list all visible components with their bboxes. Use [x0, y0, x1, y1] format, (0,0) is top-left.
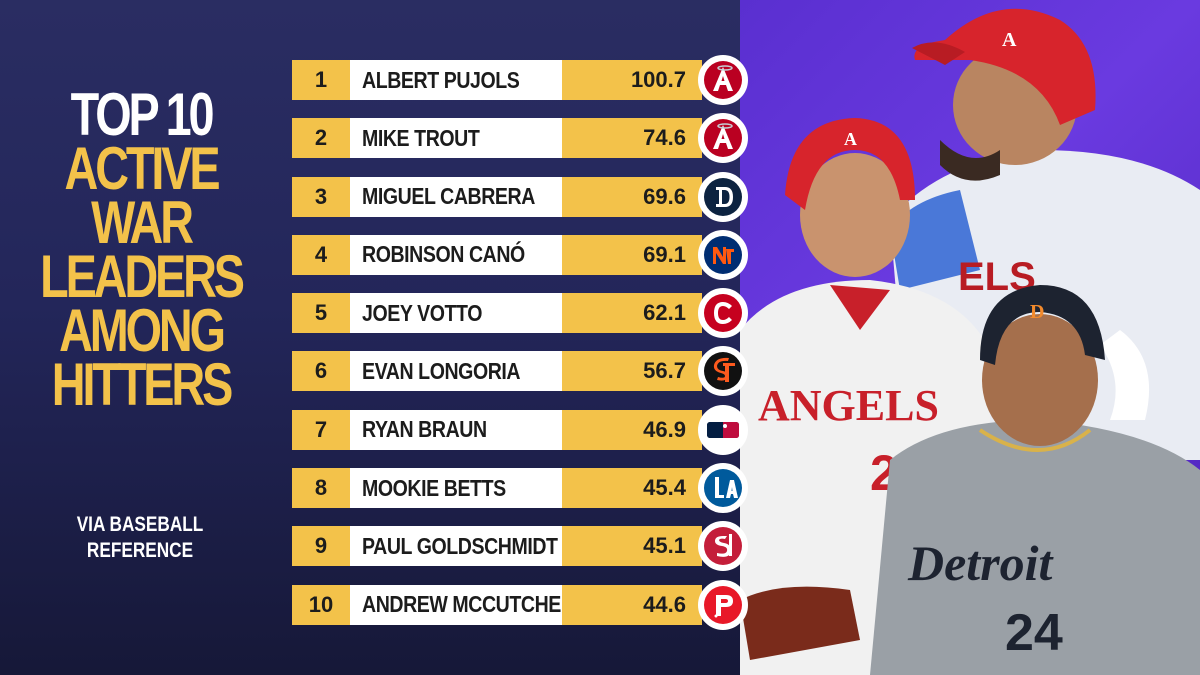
war-value-cell: 45.1 [562, 526, 702, 567]
svg-text:A: A [844, 129, 857, 149]
angels-logo-icon [698, 113, 748, 164]
leaderboard-row: 7 RYAN BRAUN 46.9 [292, 404, 757, 455]
phillies-logo-icon [698, 579, 748, 630]
dodgers-logo-icon [698, 463, 748, 514]
svg-text:ANGELS: ANGELS [758, 381, 939, 430]
players-illustration: A ELS A ANGELS 2 D Detroit 24 [740, 8, 1200, 675]
player-name-cell: ALBERT PUJOLS [350, 60, 562, 100]
leaderboard-row: 10 ANDREW MCCUTCHEN 44.6 [292, 579, 757, 630]
player-cabrera: D Detroit 24 [870, 285, 1200, 675]
player-name-cell: RYAN BRAUN [350, 409, 562, 450]
player-name: PAUL GOLDSCHMIDT [362, 532, 558, 559]
leaderboard: 1 ALBERT PUJOLS 100.7 2 MIKE TROUT 74.6 … [292, 55, 757, 643]
player-name-cell: MOOKIE BETTS [350, 468, 562, 509]
war-value-cell: 100.7 [562, 60, 702, 100]
player-name: ANDREW MCCUTCHEN [362, 591, 575, 618]
rank-cell: 10 [292, 584, 350, 625]
reds-logo-icon [698, 288, 748, 339]
leaderboard-row: 9 PAUL GOLDSCHMIDT 45.1 [292, 521, 757, 572]
rank-cell: 2 [292, 118, 350, 159]
leaderboard-row: 6 EVAN LONGORIA 56.7 [292, 346, 757, 397]
player-trout: A ANGELS 2 [740, 118, 990, 675]
rank-cell: 5 [292, 293, 350, 334]
leaderboard-row: 4 ROBINSON CANÓ 69.1 [292, 229, 757, 280]
players-photo-panel: A ELS A ANGELS 2 D Detroit 24 [740, 0, 1200, 675]
rank-cell: 6 [292, 351, 350, 392]
player-name-cell: ANDREW MCCUTCHEN [350, 584, 575, 625]
mets-logo-icon [698, 229, 748, 280]
rank-cell: 3 [292, 176, 350, 217]
source-line-2: REFERENCE [86, 539, 194, 562]
cardinals-logo-icon [698, 521, 748, 572]
rank-cell: 7 [292, 409, 350, 450]
player-name-cell: MIGUEL CABRERA [350, 176, 562, 217]
title-line-5: HITTERS [51, 351, 233, 418]
leaderboard-row: 1 ALBERT PUJOLS 100.7 [292, 55, 757, 105]
player-name-cell: ROBINSON CANÓ [350, 234, 562, 275]
war-value-cell: 74.6 [562, 118, 702, 159]
war-value-cell: 56.7 [562, 351, 702, 392]
svg-text:Detroit: Detroit [907, 535, 1055, 591]
war-value-cell: 44.6 [562, 584, 702, 625]
player-name: MOOKIE BETTS [362, 474, 506, 501]
player-name: MIGUEL CABRERA [362, 183, 535, 210]
rank-cell: 1 [292, 60, 350, 100]
title-line-1: TOP 10 [70, 81, 215, 148]
page-title: TOP 10 ACTIVE WAR LEADERS AMONG HITTERS [39, 81, 245, 418]
angels-logo-icon [698, 55, 748, 105]
source-line-1: VIA BASEBALL [76, 513, 204, 536]
war-value-cell: 62.1 [562, 293, 702, 334]
leaderboard-row: 3 MIGUEL CABRERA 69.6 [292, 171, 757, 222]
player-name: MIKE TROUT [362, 124, 480, 151]
mlb-logo-icon [698, 404, 748, 455]
svg-text:A: A [1002, 29, 1017, 51]
leaderboard-row: 8 MOOKIE BETTS 45.4 [292, 463, 757, 514]
player-name: EVAN LONGORIA [362, 357, 521, 384]
leaderboard-row: 2 MIKE TROUT 74.6 [292, 113, 757, 164]
player-name: RYAN BRAUN [362, 416, 487, 443]
war-value-cell: 45.4 [562, 468, 702, 509]
title-line-2: ACTIVE WAR [64, 135, 221, 256]
player-name: JOEY VOTTO [362, 299, 482, 326]
rank-cell: 9 [292, 526, 350, 567]
player-name: ROBINSON CANÓ [362, 241, 525, 268]
giants-logo-icon [698, 346, 748, 397]
title-line-3: LEADERS [40, 243, 245, 310]
rank-cell: 4 [292, 234, 350, 275]
source-credit: VIA BASEBALL REFERENCE [74, 512, 205, 564]
player-name-cell: MIKE TROUT [350, 118, 562, 159]
war-value-cell: 46.9 [562, 409, 702, 450]
player-name-cell: PAUL GOLDSCHMIDT [350, 526, 562, 567]
war-value-cell: 69.1 [562, 234, 702, 275]
leaderboard-row: 5 JOEY VOTTO 62.1 [292, 288, 757, 339]
tigers-logo-icon [698, 171, 748, 222]
player-name-cell: JOEY VOTTO [350, 293, 562, 334]
player-name-cell: EVAN LONGORIA [350, 351, 562, 392]
player-name: ALBERT PUJOLS [362, 66, 520, 93]
war-value-cell: 69.6 [562, 176, 702, 217]
title-line-4: AMONG [59, 297, 226, 364]
svg-text:D: D [1030, 301, 1044, 323]
rank-cell: 8 [292, 468, 350, 509]
svg-text:24: 24 [1005, 604, 1063, 662]
